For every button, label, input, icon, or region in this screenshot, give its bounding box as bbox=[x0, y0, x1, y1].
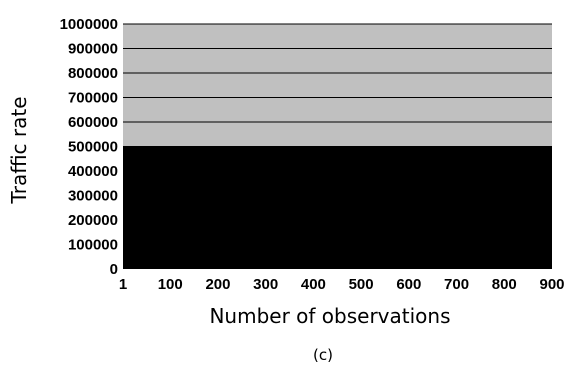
x-tick-label: 300 bbox=[253, 276, 278, 293]
y-tick-label: 0 bbox=[110, 261, 118, 278]
y-tick-label: 200000 bbox=[68, 212, 118, 229]
x-tick-label: 500 bbox=[349, 276, 374, 293]
x-tick-label: 800 bbox=[492, 276, 517, 293]
x-tick-label: 900 bbox=[539, 276, 564, 293]
y-tick-label: 500000 bbox=[68, 139, 118, 156]
y-tick-label: 600000 bbox=[68, 114, 118, 131]
y-tick-label: 800000 bbox=[68, 65, 118, 82]
chart-caption: (c) bbox=[313, 346, 333, 364]
y-tick-label: 900000 bbox=[68, 41, 118, 58]
x-tick-label: 400 bbox=[301, 276, 326, 293]
x-axis-title: Number of observations bbox=[209, 304, 450, 328]
x-tick-label: 200 bbox=[205, 276, 230, 293]
x-tick-label: 100 bbox=[158, 276, 183, 293]
x-axis-ticks: 1 100 200 300 400 500 600 700 800 900 bbox=[119, 276, 565, 293]
y-tick-label: 400000 bbox=[68, 163, 118, 180]
y-axis-ticks: 0 100000 200000 300000 400000 500000 600000 700… bbox=[60, 16, 118, 278]
y-tick-label: 700000 bbox=[68, 90, 118, 107]
y-tick-label: 300000 bbox=[68, 188, 118, 205]
x-tick-label: 600 bbox=[396, 276, 421, 293]
x-tick-label: 1 bbox=[119, 276, 127, 293]
x-tick-label: 700 bbox=[444, 276, 469, 293]
y-tick-label: 1000000 bbox=[60, 16, 118, 33]
y-axis-title: Traffic rate bbox=[7, 96, 31, 204]
y-tick-label: 100000 bbox=[68, 237, 118, 254]
series-area bbox=[123, 146, 552, 269]
